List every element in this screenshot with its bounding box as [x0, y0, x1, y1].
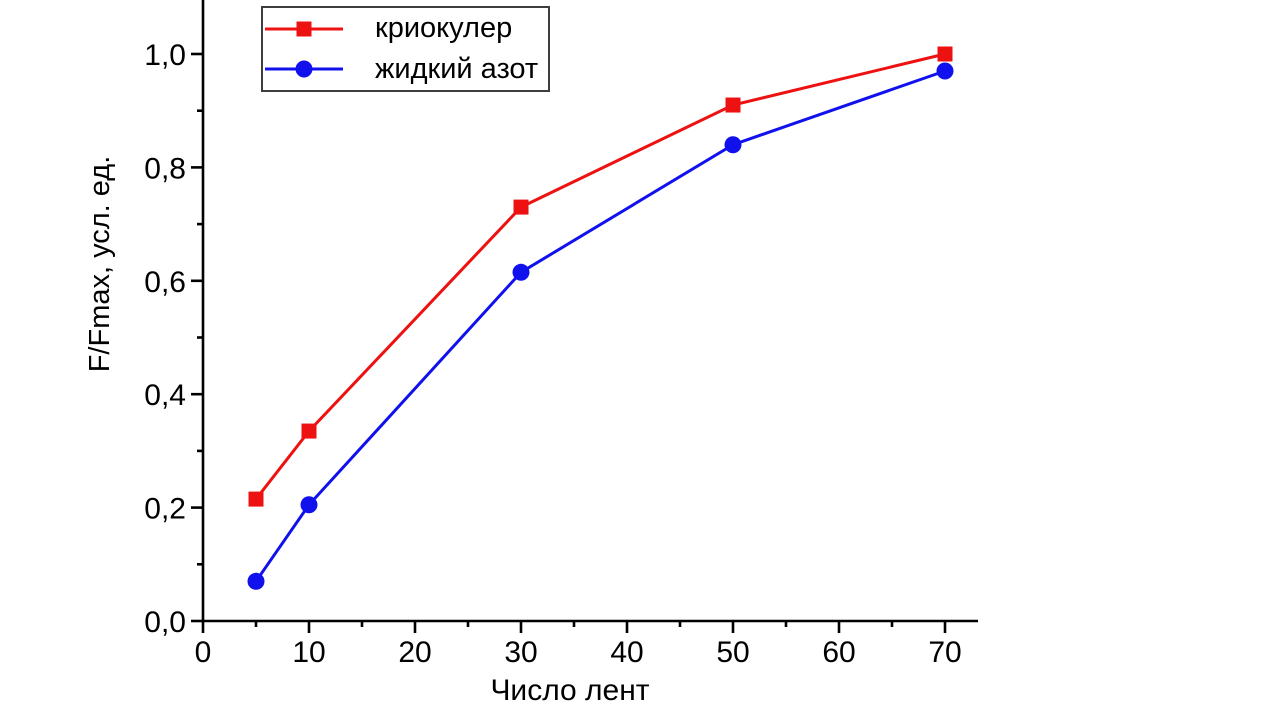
x-tick-label: 20 — [398, 636, 431, 669]
legend-item: жидкий азот — [263, 50, 548, 89]
legend-item: криокулер — [263, 9, 548, 48]
series-line-1 — [254, 69, 946, 583]
y-tick-label: 1,0 — [144, 39, 186, 72]
data-point-marker — [724, 136, 742, 154]
x-tick-label: 70 — [928, 636, 961, 669]
legend-sample-circle-series — [265, 60, 343, 78]
y-tick-label: 0,6 — [144, 266, 186, 299]
data-point-marker — [513, 199, 529, 215]
y-tick-label: 0,4 — [144, 379, 186, 412]
data-point-marker — [512, 263, 530, 281]
data-point-marker — [301, 423, 317, 439]
x-tick-label: 30 — [504, 636, 537, 669]
data-point-marker — [247, 572, 265, 590]
x-axis-title: Число лент — [490, 674, 650, 707]
legend-label: криокулер — [375, 12, 513, 45]
legend: криокулер жидкий азот — [261, 6, 550, 92]
x-tick-label: 50 — [716, 636, 749, 669]
legend-circle-marker-icon — [295, 60, 313, 78]
legend-square-marker-icon — [296, 21, 312, 37]
legend-label: жидкий азот — [375, 52, 539, 85]
x-tick-label: 40 — [610, 636, 643, 669]
y-tick-label: 0,2 — [144, 493, 186, 526]
x-tick-label: 60 — [822, 636, 855, 669]
series-line-0 — [254, 52, 946, 501]
x-tick-label: 0 — [195, 636, 212, 669]
x-tick-label: 10 — [292, 636, 325, 669]
data-point-marker — [937, 46, 953, 62]
data-point-marker — [936, 62, 954, 80]
legend-sample-square-series — [265, 21, 343, 37]
data-point-marker — [725, 97, 741, 113]
y-tick-label: 0,8 — [144, 152, 186, 185]
y-axis-title: F/Fmax, усл. ед. — [84, 155, 116, 373]
data-point-marker — [248, 491, 264, 507]
y-tick-label: 0,0 — [144, 606, 186, 639]
data-point-marker — [300, 496, 318, 514]
